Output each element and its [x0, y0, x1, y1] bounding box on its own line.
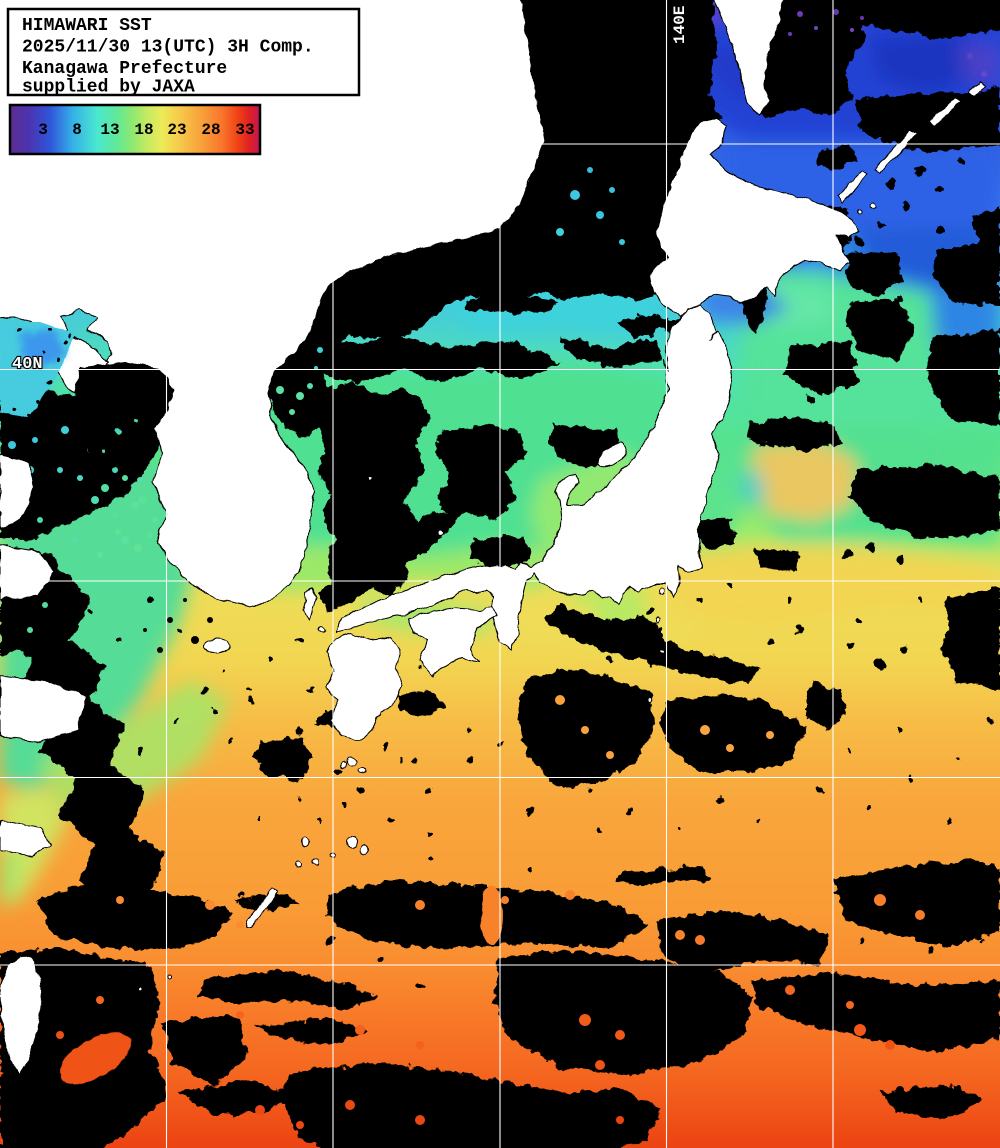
- svg-text:23: 23: [167, 121, 186, 139]
- svg-text:2025/11/30 13(UTC) 3H Comp.: 2025/11/30 13(UTC) 3H Comp.: [22, 38, 314, 58]
- svg-text:40N: 40N: [12, 355, 43, 374]
- svg-text:HIMAWARI SST: HIMAWARI SST: [22, 16, 152, 36]
- svg-text:13: 13: [100, 121, 119, 139]
- svg-text:supplied by JAXA: supplied by JAXA: [22, 78, 195, 98]
- svg-text:140E: 140E: [671, 6, 689, 44]
- svg-text:3: 3: [38, 121, 48, 139]
- svg-text:Kanagawa Prefecture: Kanagawa Prefecture: [22, 59, 227, 79]
- svg-text:28: 28: [201, 121, 220, 139]
- svg-text:18: 18: [134, 121, 153, 139]
- svg-text:33: 33: [235, 121, 254, 139]
- svg-text:8: 8: [72, 121, 82, 139]
